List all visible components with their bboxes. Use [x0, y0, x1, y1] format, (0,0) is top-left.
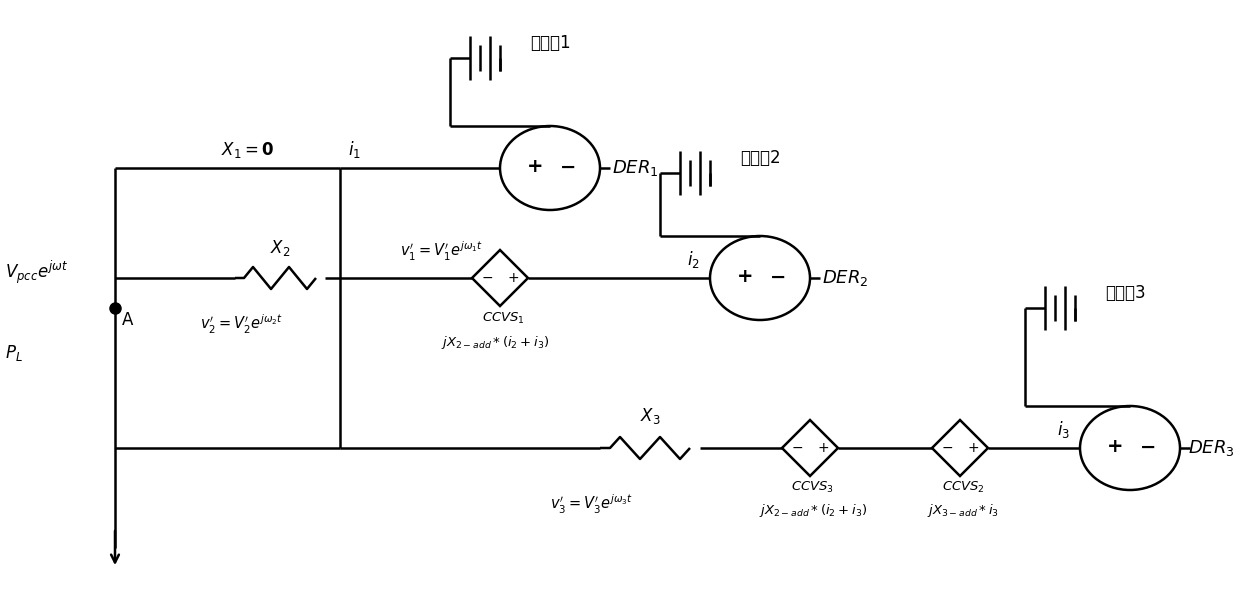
Text: $P_L$: $P_L$ — [5, 343, 22, 363]
Text: +: + — [507, 271, 518, 285]
Text: $DER_3$: $DER_3$ — [1188, 438, 1235, 458]
Text: $X_2$: $X_2$ — [270, 238, 290, 258]
Text: $i_3$: $i_3$ — [1056, 419, 1070, 440]
Text: $CCVS_1$: $CCVS_1$ — [481, 311, 525, 326]
Text: $X_1 = \mathbf{0}$: $X_1 = \mathbf{0}$ — [221, 140, 274, 160]
Text: +: + — [737, 268, 753, 286]
Text: A: A — [122, 311, 134, 329]
Text: −: − — [791, 441, 802, 455]
Text: $jX_{2-add}*(i_2+i_3)$: $jX_{2-add}*(i_2+i_3)$ — [759, 502, 867, 519]
Text: $DER_2$: $DER_2$ — [822, 268, 868, 288]
Text: −: − — [1140, 438, 1156, 457]
Text: $CCVS_2$: $CCVS_2$ — [941, 480, 985, 495]
Text: 蓄电池3: 蓄电池3 — [1105, 284, 1146, 302]
Text: $DER_1$: $DER_1$ — [613, 158, 658, 178]
Text: $jX_{3-add}*i_3$: $jX_{3-add}*i_3$ — [928, 502, 999, 519]
Text: $v_2' = V_2'e^{j\omega_2 t}$: $v_2' = V_2'e^{j\omega_2 t}$ — [200, 313, 283, 336]
Text: $v_1' = V_1'e^{j\omega_1 t}$: $v_1' = V_1'e^{j\omega_1 t}$ — [401, 240, 482, 263]
Text: −: − — [770, 268, 786, 286]
Text: $CCVS_3$: $CCVS_3$ — [791, 480, 835, 495]
Text: 蓄电池2: 蓄电池2 — [740, 149, 781, 167]
Text: $V_{pcc}e^{j\omega t}$: $V_{pcc}e^{j\omega t}$ — [5, 258, 68, 286]
Text: +: + — [527, 157, 543, 176]
Text: −: − — [941, 441, 952, 455]
Text: $i_2$: $i_2$ — [687, 249, 701, 270]
Text: −: − — [559, 157, 577, 176]
Text: −: − — [481, 271, 492, 285]
Text: 蓄电池1: 蓄电池1 — [529, 34, 570, 52]
Text: $i_1$: $i_1$ — [348, 139, 361, 160]
Text: $jX_{2-add}*(i_2+i_3)$: $jX_{2-add}*(i_2+i_3)$ — [440, 334, 549, 351]
Text: +: + — [817, 441, 828, 455]
Text: $v_3' = V_3'e^{j\omega_3 t}$: $v_3' = V_3'e^{j\omega_3 t}$ — [551, 493, 632, 516]
Text: +: + — [1107, 438, 1123, 457]
Text: $X_3$: $X_3$ — [640, 406, 660, 426]
Text: +: + — [967, 441, 978, 455]
